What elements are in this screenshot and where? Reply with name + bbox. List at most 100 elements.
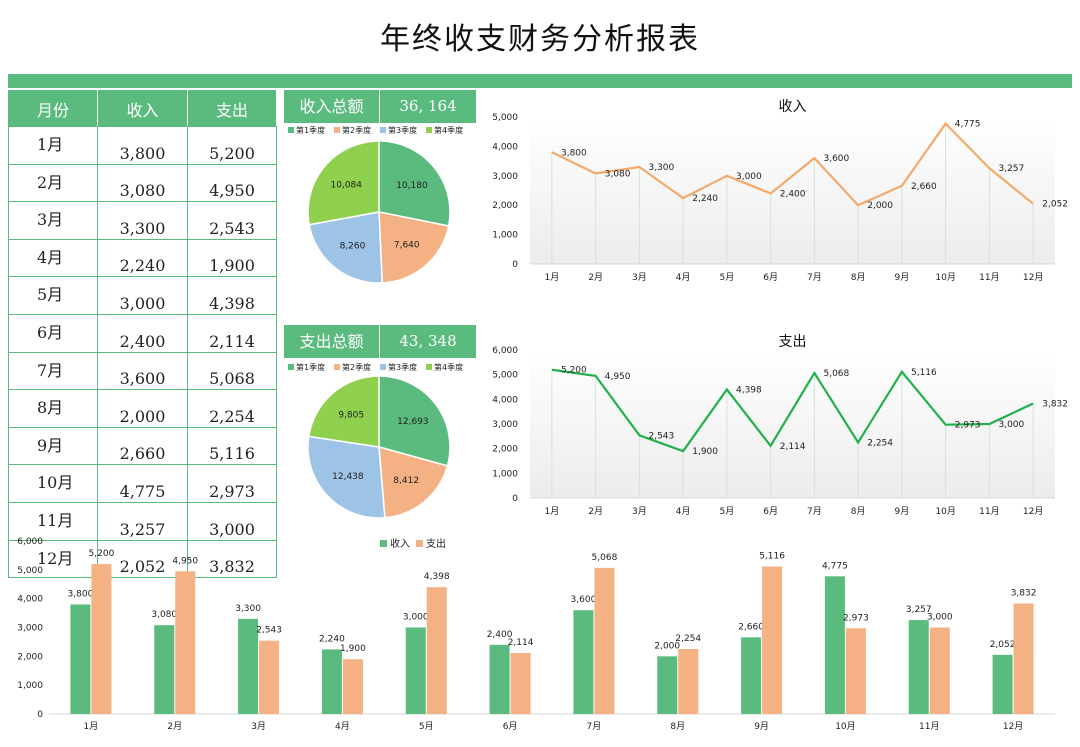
bar-data-label: 3,000 [927,613,953,623]
income-pie-slice [308,211,384,284]
expense-line-data-label: 3,832 [1042,399,1068,409]
expense-line-data-label: 4,398 [736,386,762,396]
table-row: 7月 3,600 5,068 [8,351,277,391]
bar-data-label: 3,080 [151,610,177,620]
expense-pie-slice [378,445,449,519]
bar-xtick-label: 3月 [251,721,266,732]
cell-month: 12月 [8,539,98,579]
income-pie-legend-swatch [426,127,432,133]
expense-line-series-line [551,368,1034,453]
cell-income: 3,080 [97,163,188,203]
bar-data-label: 2,973 [843,613,869,623]
table-row: 8月 2,000 2,254 [8,389,277,428]
bar-xtick-label: 10月 [835,721,855,732]
expense-pie-legend-label: 第3季度 [388,362,417,372]
page-title: 年终收支财务分析报表 [380,22,700,57]
expense-pie-legend-swatch [380,364,386,370]
expense-line-data-label: 2,254 [867,438,893,448]
cell-income: 2,660 [97,426,188,466]
expense-pie-slice-label: 9,805 [338,411,364,421]
bar-data-label: 3,257 [906,605,932,615]
cell-income: 3,600 [97,351,188,391]
income-pie-legend-label: 第1季度 [296,125,325,135]
cell-month: 2月 [8,163,98,203]
bar-income [573,610,594,714]
expense-line-xtick-label: 6月 [763,506,778,517]
bar-expense [259,640,280,714]
income-line-xtick-label: 7月 [807,272,822,283]
expense-pie-legend-swatch [288,364,294,370]
bar-data-label: 2,400 [487,630,513,640]
income-line-ytick-label: 0 [512,260,518,270]
expense-line-data-label: 4,950 [605,372,631,382]
bar-income [741,637,762,714]
income-line-ytick-label: 2,000 [492,201,518,211]
bar-expense [1013,603,1034,714]
income-line-xtick-label: 9月 [895,272,910,283]
income-line-data-label: 3,300 [648,163,674,173]
bar-ytick-label: 0 [37,710,43,720]
cell-income: 2,240 [97,238,188,278]
income-line-ytick-label: 5,000 [492,113,518,123]
expense-line-ytick-label: 6,000 [492,346,518,356]
income-line-series-line [551,121,1034,207]
income-line-data-label: 2,400 [780,189,806,199]
bar-ytick-label: 4,000 [17,595,43,605]
bar-legend-swatch [380,540,387,547]
expense-total-label: 支出总额 [284,325,379,358]
bar-ytick-label: 5,000 [17,566,43,576]
bar-data-label: 3,600 [571,595,597,605]
cell-expense: 4,398 [187,276,277,315]
expense-line-data-label: 2,973 [955,421,981,431]
cell-expense: 2,973 [187,464,277,503]
income-line-xtick-label: 6月 [763,272,778,283]
bar-xtick-label: 11月 [919,721,939,732]
income-total-label: 收入总额 [284,90,379,123]
expense-pie-slice [307,375,380,448]
cell-month: 10月 [8,464,98,503]
expense-line-ytick-label: 0 [512,494,518,504]
bar-data-label: 1,900 [340,644,366,654]
expense-pie-slice [378,375,451,467]
cell-expense: 4,950 [187,163,277,203]
bar-data-label: 4,398 [424,572,450,582]
income-line-xtick-label: 2月 [588,272,603,283]
expense-line-title: 支出 [779,334,807,350]
expense-line-ytick-label: 3,000 [492,420,518,430]
expense-line-ytick-label: 2,000 [492,445,518,455]
expense-line-xtick-label: 5月 [720,506,735,517]
table-row: 9月 2,660 5,116 [8,426,277,466]
income-pie-legend-label: 第4季度 [434,125,463,135]
income-line-data-label: 2,052 [1042,200,1068,210]
expense-total-value: 43, 348 [379,325,476,358]
expense-line-data-label: 5,200 [561,366,587,376]
expense-line-xtick-label: 7月 [807,506,822,517]
expense-pie-legend-swatch [334,364,340,370]
bar-xtick-label: 6月 [503,721,518,732]
bar-xtick-label: 2月 [167,721,182,732]
header-income: 收入 [97,90,188,127]
expense-pie-legend-label: 第1季度 [296,362,325,372]
income-pie-legend-swatch [334,127,340,133]
expense-line-xtick-label: 12月 [1023,506,1043,517]
bar-data-label: 3,300 [235,604,261,614]
bar-data-label: 4,950 [172,556,198,566]
income-line-data-label: 3,000 [736,172,762,182]
expense-pie-slice-label: 8,412 [393,476,419,486]
income-line-data-label: 3,800 [561,148,587,158]
income-pie-legend-swatch [288,127,294,133]
expense-pie-slice-label: 12,693 [397,417,429,427]
expense-line-data-label: 5,068 [823,369,849,379]
cell-expense: 5,200 [187,126,277,165]
bar-expense [678,649,699,714]
bar-ytick-label: 2,000 [17,652,43,662]
cell-income: 4,775 [97,464,188,503]
bar-data-label: 2,000 [654,641,680,651]
bar-income [154,625,175,714]
bar-data-label: 5,068 [592,553,618,563]
cell-month: 4月 [8,238,98,278]
expense-line-xtick-label: 9月 [895,506,910,517]
income-line-xtick-label: 12月 [1023,272,1043,283]
expense-pie-legend-label: 第4季度 [434,362,463,372]
expense-line-xtick-label: 1月 [545,506,560,517]
